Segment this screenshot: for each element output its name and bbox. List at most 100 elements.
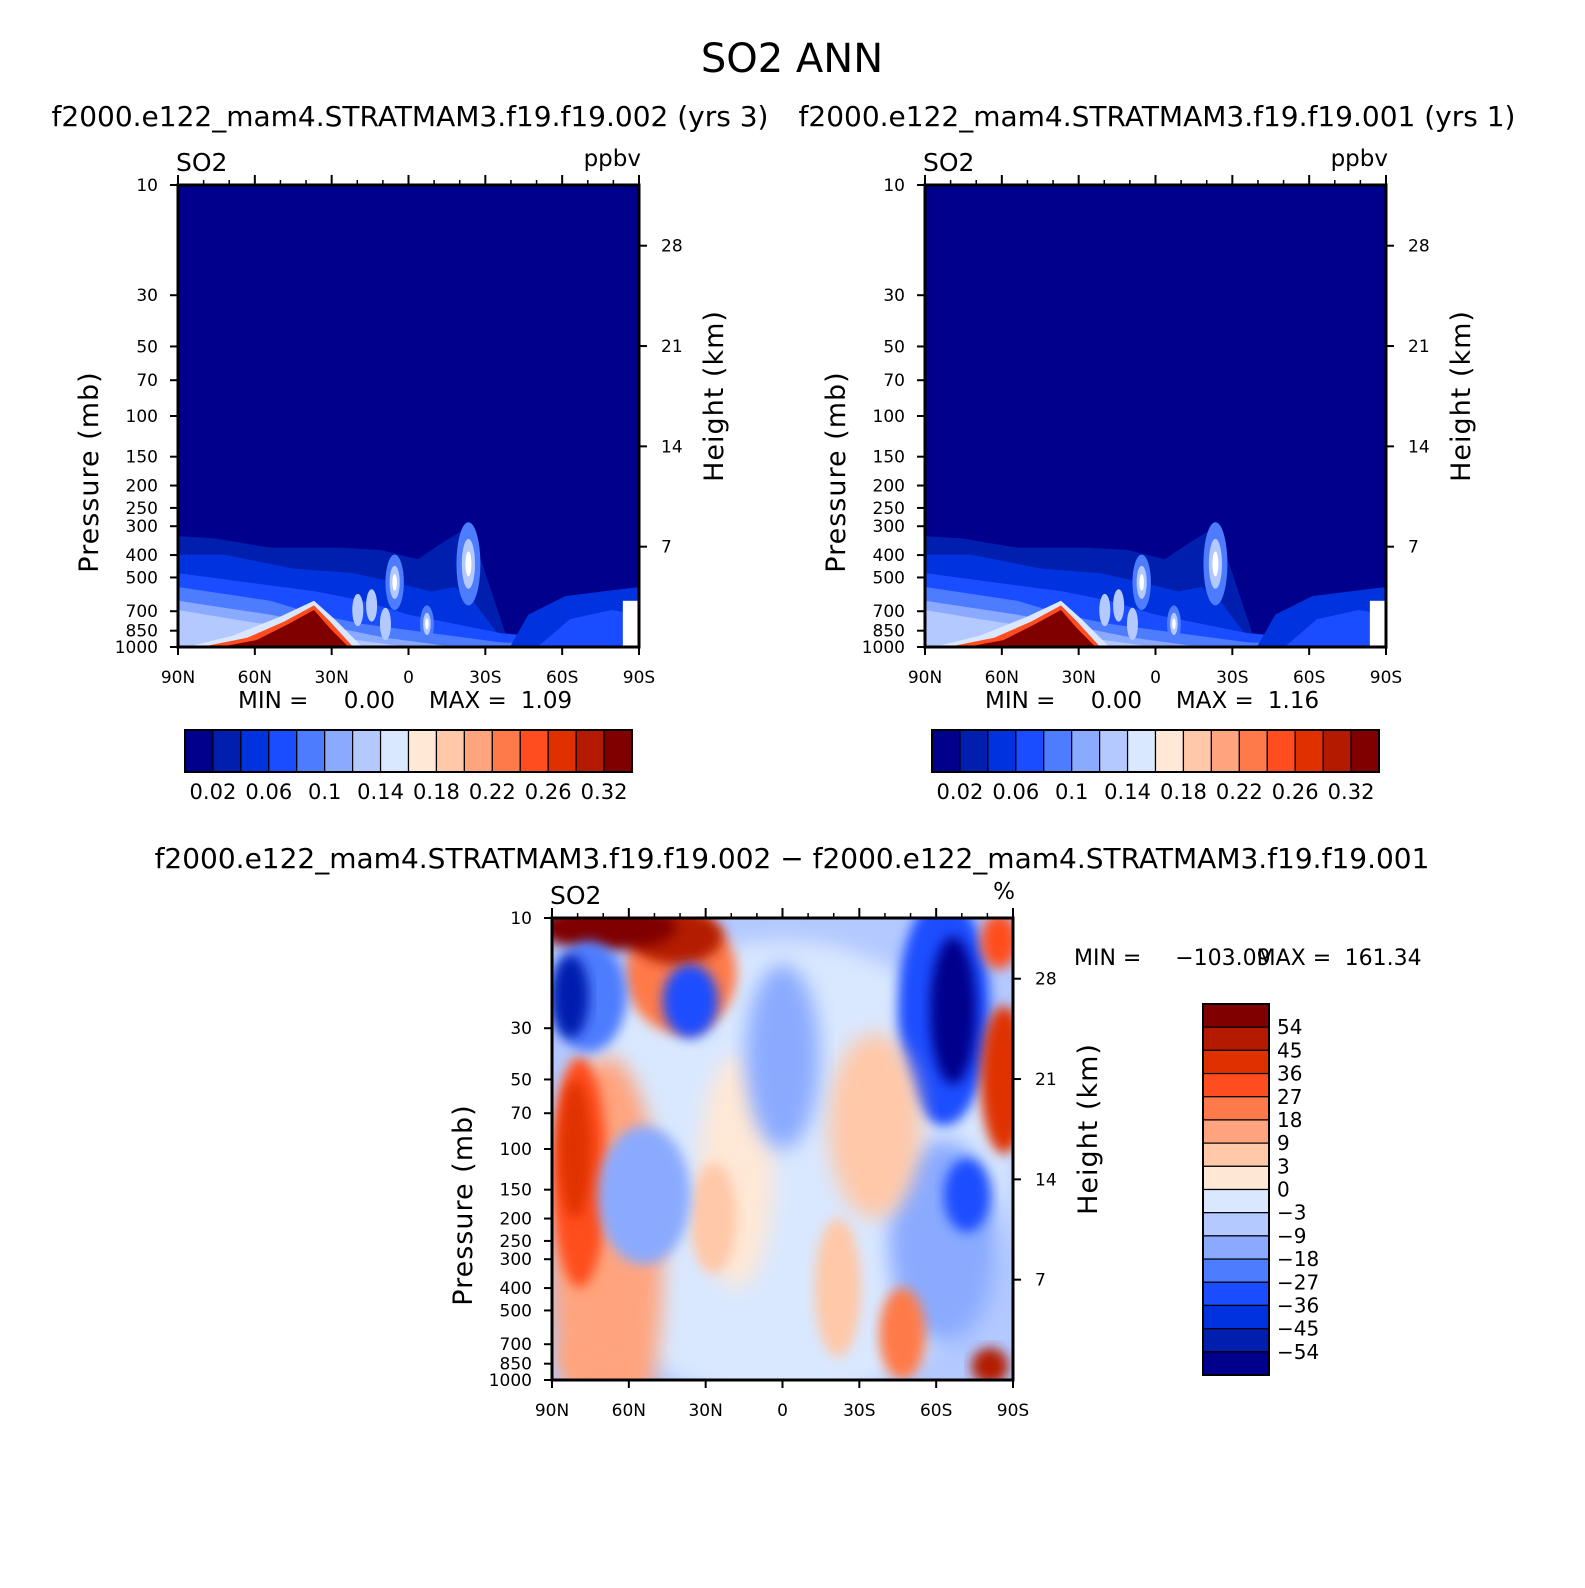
y-right-tick-label: 14 [1035, 1170, 1057, 1190]
y-tick-label: 300 [873, 517, 905, 537]
colorbar-label: 27 [1277, 1085, 1302, 1109]
x-tick-label: 30N [1061, 668, 1095, 688]
x-tick-label: 30N [314, 668, 348, 688]
plume [1099, 593, 1111, 627]
colorbar-box [987, 729, 1017, 773]
contour-blob [879, 1287, 926, 1380]
colorbar-label: 0.1 [1055, 780, 1088, 804]
min-label: MIN = [1074, 946, 1141, 971]
contour-blob [828, 1033, 921, 1219]
contour-blob [558, 1079, 592, 1219]
x-tick-label: 0 [1150, 668, 1161, 688]
y-tick-label: 1000 [862, 638, 905, 658]
plume [1113, 589, 1125, 622]
colorbar-box [1322, 729, 1352, 773]
colorbar-box [1202, 1096, 1270, 1121]
y-tick-label: 30 [136, 286, 158, 306]
colorbar-label: −18 [1277, 1247, 1319, 1271]
colorbar-label: 0.22 [1216, 780, 1263, 804]
max-value: 1.09 [521, 688, 572, 714]
colorbar-label: −3 [1277, 1201, 1306, 1225]
y-tick-label: 700 [126, 602, 158, 622]
variable-label: SO2 [550, 881, 601, 910]
y-tick-label: 100 [126, 407, 158, 427]
contour-blob [552, 954, 589, 1039]
colorbar-label: 0 [1277, 1178, 1290, 1202]
colorbar-box [352, 729, 382, 773]
colorbar-box [1154, 729, 1185, 773]
colorbar-box [268, 729, 298, 773]
colorbar-label: 0.32 [1328, 780, 1375, 804]
units-label: % [993, 879, 1015, 905]
y-tick-label: 300 [126, 517, 158, 537]
y-right-tick-label: 21 [1035, 1070, 1057, 1090]
contour-blob [980, 918, 1013, 969]
colorbar-label: 0.06 [992, 780, 1039, 804]
y-tick-label: 400 [500, 1279, 532, 1299]
diff-title: f2000.e122_mam4.STRATMAM3.f19.f19.002 − … [155, 842, 1430, 875]
y-tick-label: 50 [136, 337, 158, 357]
plume [1126, 607, 1138, 641]
colorbar-box [1238, 729, 1268, 773]
y-tick-label: 250 [500, 1232, 532, 1252]
contour-band [219, 610, 349, 647]
colorbar-box [435, 729, 465, 773]
y-right-axis-label: Height (km) [1446, 310, 1477, 482]
max-value: 1.16 [1268, 688, 1319, 714]
max-label: MAX = [429, 688, 507, 714]
y-right-tick-label: 28 [1408, 237, 1430, 257]
colorbar-box [1099, 729, 1129, 773]
colorbar-box [1202, 1142, 1270, 1167]
y-tick-label: 850 [500, 1355, 532, 1375]
y-tick-label: 500 [126, 568, 158, 588]
field [552, 918, 1013, 1380]
colorbar-label: 9 [1277, 1131, 1290, 1155]
colorbar-box [296, 729, 326, 773]
colorbar-label: 3 [1277, 1154, 1290, 1178]
colorbar-box [1202, 1235, 1270, 1260]
y-right-axis-label: Height (km) [699, 310, 730, 482]
colorbar-box [407, 729, 438, 773]
min-value: 0.00 [344, 688, 395, 714]
colorbar-box [959, 729, 989, 773]
y-tick-label: 250 [873, 499, 905, 519]
colorbar-box [491, 729, 521, 773]
contour-blob [930, 936, 977, 1085]
variable-label: SO2 [923, 148, 974, 177]
plume [352, 593, 364, 627]
colorbar-label: 0.06 [245, 780, 292, 804]
y-right-axis-label: Height (km) [1073, 1043, 1104, 1215]
colorbar-box [1202, 1026, 1270, 1051]
contour-blob [552, 918, 677, 951]
missing-data [1369, 600, 1386, 647]
units-label: ppbv [1331, 146, 1388, 172]
y-tick-label: 200 [126, 477, 158, 497]
y-tick-label: 250 [126, 499, 158, 519]
colorbar-box [1202, 1258, 1270, 1283]
min-value: 0.00 [1091, 688, 1142, 714]
x-tick-label: 30S [469, 668, 501, 688]
y-tick-label: 700 [873, 602, 905, 622]
x-tick-label: 0 [403, 668, 414, 688]
x-tick-label: 90S [997, 1401, 1029, 1421]
colorbar-box [1126, 729, 1157, 773]
colorbar-box [324, 729, 354, 773]
colorbar-box [519, 729, 549, 773]
colorbar-label: 0.32 [581, 780, 628, 804]
colorbar-label: −9 [1277, 1224, 1306, 1248]
contour-blob [943, 1158, 990, 1233]
colorbar-box [1202, 1328, 1270, 1353]
y-axis-label: Pressure (mb) [74, 371, 105, 572]
colorbar-box [1202, 1351, 1270, 1376]
y-tick-label: 850 [126, 622, 158, 642]
colorbar-box [240, 729, 270, 773]
plume [366, 589, 378, 622]
panel-case: f2000.e122_mam4.STRATMAM3.f19.f19.002 (y… [52, 100, 769, 804]
units-label: ppbv [584, 146, 641, 172]
colorbar-box [1202, 1049, 1270, 1075]
colorbar-box [1202, 1281, 1270, 1307]
colorbar-label: −45 [1277, 1317, 1319, 1341]
y-right-tick-label: 7 [1408, 538, 1419, 558]
plume [1139, 574, 1144, 591]
colorbar-label: 0.02 [190, 780, 237, 804]
